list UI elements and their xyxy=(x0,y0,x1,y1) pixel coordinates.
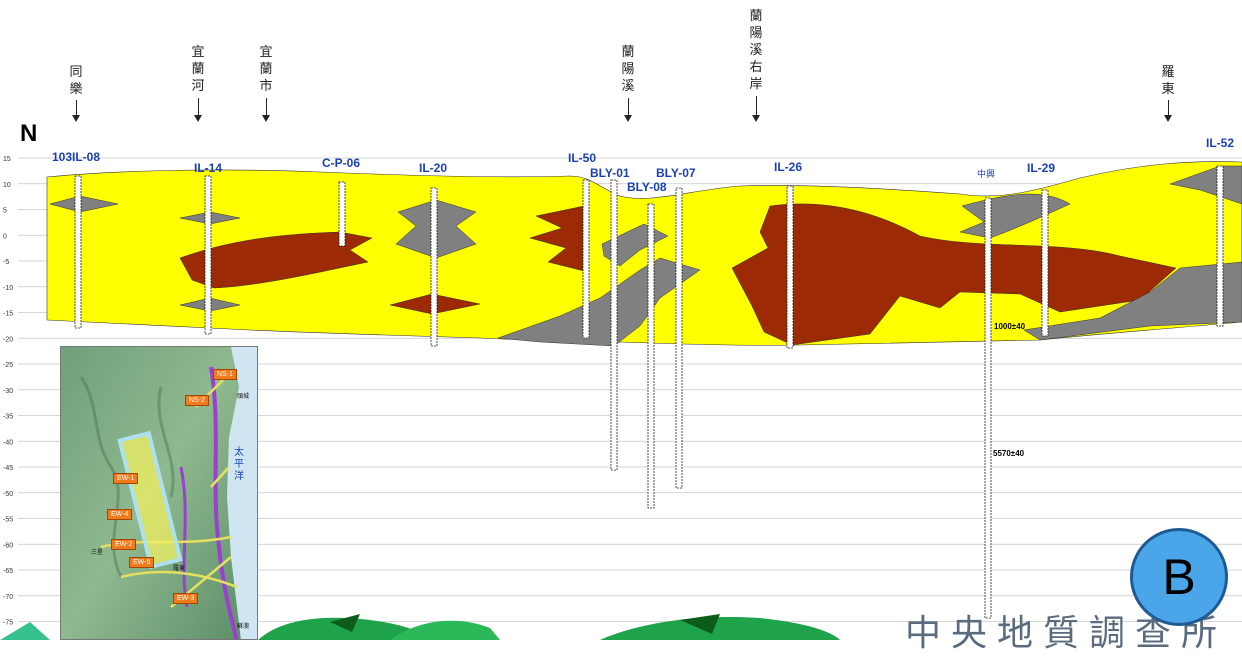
depth-tick-label: -70 xyxy=(3,594,13,601)
depth-tick-label: -15 xyxy=(3,311,13,318)
depth-tick-label: 0 xyxy=(3,233,7,240)
map-label-sanxing: 三星 xyxy=(91,549,104,556)
depth-tick-label: -40 xyxy=(3,439,13,446)
borehole-column xyxy=(204,175,212,335)
map-label-toucheng: 頭城 xyxy=(237,393,250,400)
map-tag-ew-3: EW-3 xyxy=(173,593,199,604)
place-label-yilan-river: 宜 蘭 河 xyxy=(191,45,205,94)
borehole-column xyxy=(610,179,618,471)
date-label-1000: 1000±40 xyxy=(994,322,1026,331)
well-label-bly-08: BLY-08 xyxy=(627,180,667,194)
depth-tick-label: -50 xyxy=(3,491,13,498)
borehole-column xyxy=(74,175,82,329)
well-label-103il-08: 103IL-08 xyxy=(52,150,101,164)
north-indicator: N xyxy=(20,120,38,147)
map-tag-ew-2: EW-2 xyxy=(111,539,137,550)
depth-tick-label: 10 xyxy=(3,182,11,189)
well-label-bly-01: BLY-01 xyxy=(590,166,630,180)
gravel-body-8 xyxy=(1023,165,1242,341)
gravel-lens-1 xyxy=(49,195,119,213)
map-tag-ns-1: NS-1 xyxy=(213,369,237,380)
map-tag-ew-1: EW-1 xyxy=(113,473,139,484)
depth-tick-label: -30 xyxy=(3,388,13,395)
date-label-5570: 5570±40 xyxy=(993,449,1025,458)
borehole-column xyxy=(338,181,346,247)
borehole-column xyxy=(984,197,992,619)
clay-body-4 xyxy=(731,203,1177,346)
depth-tick-label: -75 xyxy=(3,620,13,627)
map-tag-ew-5: EW-5 xyxy=(129,557,155,568)
well-label-c-p-06: C-P-06 xyxy=(322,156,361,170)
place-label-tongle: 同 樂 xyxy=(69,65,83,97)
borehole-column xyxy=(647,203,655,509)
arrow-tongle xyxy=(72,100,80,122)
depth-tick-label: -10 xyxy=(3,285,13,292)
panel-badge: B xyxy=(1130,528,1228,626)
place-label-luodong: 羅 東 xyxy=(1161,65,1175,97)
depth-tick-label: 5 xyxy=(3,208,7,215)
well-label-il-29: IL-29 xyxy=(1027,161,1056,175)
well-label-il-20: IL-20 xyxy=(419,161,448,175)
zhongxing-label: 中興 xyxy=(977,170,996,180)
borehole-column xyxy=(1216,165,1224,327)
borehole-column xyxy=(582,179,590,339)
place-label-lanyang-river: 蘭 陽 溪 xyxy=(621,45,635,94)
bottom-decoration xyxy=(0,614,840,640)
borehole-column xyxy=(1041,189,1049,337)
arrow-lanyang-right-bank xyxy=(752,96,760,122)
depth-tick-label: -5 xyxy=(3,259,9,266)
map-label-suao: 蘇澳 xyxy=(237,623,250,630)
cross-section-diagram: 15 10 5 0 -5 -10 -15 -20 -25 -30 -35 -40 -45 -50 -55 -6… xyxy=(0,9,1242,654)
depth-tick-label: -65 xyxy=(3,568,13,575)
map-terrain xyxy=(61,347,257,639)
depth-tick-label: -25 xyxy=(3,362,13,369)
well-label-il-14: IL-14 xyxy=(194,161,223,175)
arrow-lanyang-river xyxy=(624,98,632,122)
arrow-yilan-city xyxy=(262,98,270,122)
well-label-il-26: IL-26 xyxy=(774,160,803,174)
well-label-il-50: IL-50 xyxy=(568,151,597,165)
well-label-il-52: IL-52 xyxy=(1206,136,1235,150)
borehole-columns xyxy=(74,165,1224,619)
borehole-column xyxy=(675,187,683,489)
depth-tick-label: -60 xyxy=(3,542,13,549)
map-tag-ew-4: EW-4 xyxy=(107,509,133,520)
place-label-yilan-city: 宜 蘭 市 xyxy=(259,45,273,94)
depth-tick-label: -35 xyxy=(3,414,13,421)
depth-tick-label: 15 xyxy=(3,156,11,163)
arrow-yilan-river xyxy=(194,98,202,122)
depth-tick-label: -45 xyxy=(3,465,13,472)
borehole-column xyxy=(786,185,794,349)
map-label-luodong: 羅東 xyxy=(173,565,186,572)
map-tag-ns-2: NS-2 xyxy=(185,395,209,406)
location-map-inset: NS-1 NS-2 EW-1 EW-4 EW-2 EW-5 EW-3 太 平 洋… xyxy=(60,346,258,640)
arrow-luodong xyxy=(1164,100,1172,122)
borehole-column xyxy=(430,187,438,347)
place-label-lanyang-right-bank: 蘭 陽 溪 右 岸 xyxy=(749,9,763,92)
depth-tick-label: -55 xyxy=(3,517,13,524)
well-label-bly-07: BLY-07 xyxy=(656,166,696,180)
map-ocean-label: 太 平 洋 xyxy=(234,447,244,482)
clay-body-1 xyxy=(179,231,373,289)
depth-tick-label: -20 xyxy=(3,336,13,343)
